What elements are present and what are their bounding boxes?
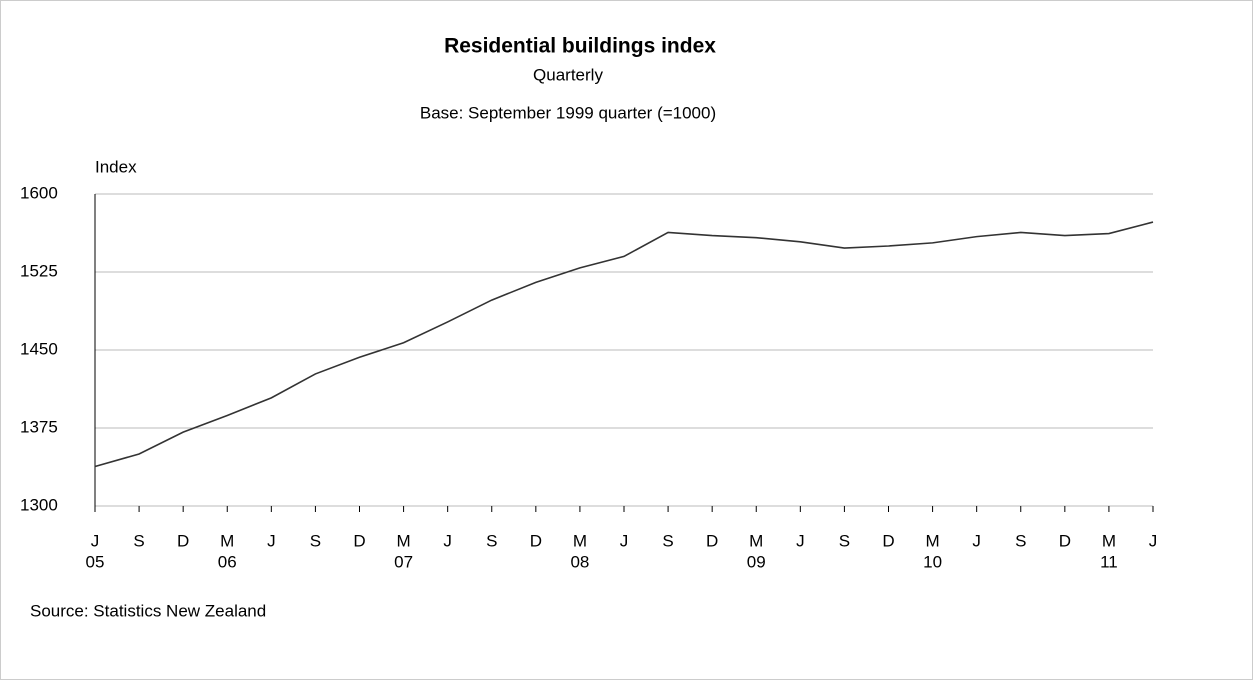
- x-year-label: 07: [394, 552, 413, 571]
- x-tick-label: M: [573, 531, 587, 550]
- x-tick-label: J: [620, 531, 629, 550]
- x-tick-label: D: [882, 531, 894, 550]
- y-tick-label: 1600: [20, 183, 58, 202]
- x-tick-label: M: [1102, 531, 1116, 550]
- x-tick-label: M: [396, 531, 410, 550]
- chart-note: Base: September 1999 quarter (=1000): [420, 103, 716, 122]
- x-tick-label: M: [220, 531, 234, 550]
- source: Source: Statistics New Zealand: [30, 601, 266, 620]
- x-tick-label: D: [177, 531, 189, 550]
- chart-title: Residential buildings index: [444, 35, 716, 58]
- data-line: [94, 221, 1154, 468]
- y-tick-label: 1450: [20, 339, 58, 358]
- x-tick-label: S: [1015, 531, 1026, 550]
- x-tick-label: J: [267, 531, 276, 550]
- x-tick-label: D: [530, 531, 542, 550]
- x-tick-label: S: [839, 531, 850, 550]
- x-year-label: 09: [747, 552, 766, 571]
- x-tick-label: J: [972, 531, 981, 550]
- x-year-label: 10: [923, 552, 942, 571]
- x-tick-label: M: [749, 531, 763, 550]
- x-year-label: 06: [218, 552, 237, 571]
- x-tick-label: S: [662, 531, 673, 550]
- x-tick-label: J: [91, 531, 100, 550]
- y-tick-label: 1300: [20, 495, 58, 514]
- x-tick-label: S: [486, 531, 497, 550]
- y-tick-label: 1525: [20, 261, 58, 280]
- x-tick-label: J: [796, 531, 805, 550]
- x-tick-label: D: [1059, 531, 1071, 550]
- y-tick-label: 1375: [20, 417, 58, 436]
- x-year-label: 05: [86, 552, 105, 571]
- x-tick-label: D: [706, 531, 718, 550]
- x-tick-label: S: [133, 531, 144, 550]
- x-tick-label: S: [310, 531, 321, 550]
- x-tick-label: D: [353, 531, 365, 550]
- x-tick-label: J: [443, 531, 452, 550]
- y-axis-label: Index: [95, 157, 137, 176]
- x-tick-label: M: [925, 531, 939, 550]
- chart-subtitle: Quarterly: [533, 65, 603, 84]
- x-year-label: 08: [570, 552, 589, 571]
- x-tick-label: J: [1149, 531, 1158, 550]
- x-year-label: 11: [1100, 552, 1118, 571]
